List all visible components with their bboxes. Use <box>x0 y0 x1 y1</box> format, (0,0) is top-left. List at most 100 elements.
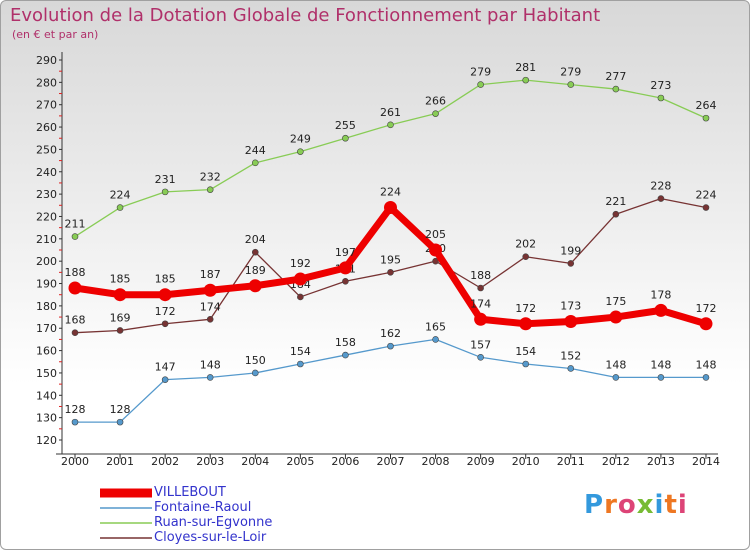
data-point-fontaine-raoul <box>567 365 575 372</box>
data-label-villebout: 178 <box>650 288 671 301</box>
data-label-fontaine-raoul: 148 <box>695 358 716 371</box>
data-label-ruan-sur-egvonne: 273 <box>650 79 671 92</box>
data-point-villebout <box>293 272 307 286</box>
data-label-fontaine-raoul: 147 <box>155 361 176 374</box>
data-point-villebout <box>654 303 668 317</box>
data-label-fontaine-raoul: 154 <box>290 345 311 358</box>
data-label-cloyes-sur-le-loir: 169 <box>110 311 131 324</box>
data-point-ruan-sur-egvonne <box>657 94 665 102</box>
data-point-cloyes-sur-le-loir <box>342 277 349 285</box>
y-tick-label: 210 <box>36 233 57 246</box>
data-point-villebout <box>429 243 443 257</box>
data-point-cloyes-sur-le-loir <box>206 315 214 323</box>
data-point-fontaine-raoul <box>522 360 530 368</box>
data-label-cloyes-sur-le-loir: 228 <box>650 180 671 193</box>
data-label-ruan-sur-egvonne: 244 <box>245 144 266 157</box>
y-tick-label: 160 <box>36 345 57 358</box>
x-tick-label: 2012 <box>602 455 630 468</box>
data-label-fontaine-raoul: 128 <box>110 403 131 416</box>
x-tick-label: 2002 <box>151 455 179 468</box>
data-label-ruan-sur-egvonne: 224 <box>110 189 131 202</box>
data-point-ruan-sur-egvonne <box>612 85 620 93</box>
data-point-villebout <box>474 312 488 326</box>
data-label-ruan-sur-egvonne: 266 <box>425 95 446 108</box>
data-label-ruan-sur-egvonne: 249 <box>290 133 311 146</box>
x-tick-label: 2003 <box>196 455 224 468</box>
data-label-villebout: 197 <box>335 246 356 259</box>
chart-title: Evolution de la Dotation Globale de Fonc… <box>10 5 601 26</box>
y-tick-label: 120 <box>36 434 57 447</box>
data-point-villebout <box>338 261 352 275</box>
data-point-ruan-sur-egvonne <box>71 233 79 240</box>
y-tick-label: 290 <box>36 54 57 67</box>
x-tick-label: 2004 <box>241 455 269 468</box>
data-label-cloyes-sur-le-loir: 224 <box>695 189 716 202</box>
data-point-villebout <box>609 310 623 324</box>
data-label-villebout: 187 <box>200 268 221 281</box>
y-tick-label: 200 <box>36 255 57 268</box>
data-point-villebout <box>113 288 127 302</box>
data-label-fontaine-raoul: 165 <box>425 320 446 333</box>
data-label-cloyes-sur-le-loir: 188 <box>470 269 491 282</box>
data-point-villebout <box>564 315 578 329</box>
data-point-cloyes-sur-le-loir <box>297 293 304 301</box>
data-label-villebout: 174 <box>470 297 491 310</box>
data-point-villebout <box>383 201 397 215</box>
data-label-cloyes-sur-le-loir: 168 <box>65 314 86 327</box>
data-label-ruan-sur-egvonne: 232 <box>200 171 221 184</box>
data-point-villebout <box>248 279 262 293</box>
data-label-villebout: 185 <box>110 273 131 286</box>
data-label-fontaine-raoul: 148 <box>650 358 671 371</box>
data-label-ruan-sur-egvonne: 261 <box>380 106 401 119</box>
chart-subtitle: (en € et par an) <box>12 28 99 41</box>
data-point-ruan-sur-egvonne <box>522 76 530 84</box>
logo-letter: o <box>617 490 637 520</box>
data-label-villebout: 205 <box>425 228 446 241</box>
data-point-villebout <box>203 283 217 297</box>
data-label-ruan-sur-egvonne: 264 <box>695 99 716 112</box>
data-point-cloyes-sur-le-loir <box>432 257 439 265</box>
series-line-fontaine-raoul <box>75 338 706 423</box>
x-tick-label: 2009 <box>467 455 495 468</box>
data-point-ruan-sur-egvonne <box>387 121 394 129</box>
data-point-ruan-sur-egvonne <box>297 148 304 155</box>
data-point-cloyes-sur-le-loir <box>522 253 530 261</box>
x-tick-label: 2014 <box>692 455 720 468</box>
y-tick-label: 240 <box>36 166 57 179</box>
data-label-villebout: 224 <box>380 186 401 199</box>
x-tick-label: 2010 <box>512 455 540 468</box>
logo-letter: i <box>654 490 665 520</box>
data-label-ruan-sur-egvonne: 279 <box>470 66 491 79</box>
data-point-fontaine-raoul <box>657 374 665 381</box>
data-point-fontaine-raoul <box>206 374 214 381</box>
logo-letter: r <box>604 490 618 520</box>
y-tick-label: 230 <box>36 188 57 201</box>
data-point-fontaine-raoul <box>432 336 439 343</box>
data-label-villebout: 173 <box>560 300 581 313</box>
x-tick-label: 2007 <box>376 455 404 468</box>
logo-letter: P <box>584 490 605 520</box>
data-point-fontaine-raoul <box>702 374 710 381</box>
logo-letter: x <box>636 490 655 520</box>
y-tick-label: 130 <box>36 412 57 425</box>
data-label-cloyes-sur-le-loir: 174 <box>200 300 221 313</box>
data-point-cloyes-sur-le-loir <box>116 327 124 334</box>
data-point-ruan-sur-egvonne <box>477 81 484 88</box>
y-tick-label: 220 <box>36 210 57 223</box>
data-label-cloyes-sur-le-loir: 204 <box>245 233 266 246</box>
data-point-fontaine-raoul <box>387 342 394 350</box>
y-tick-label: 260 <box>36 121 57 134</box>
data-label-villebout: 192 <box>290 257 311 270</box>
data-point-ruan-sur-egvonne <box>567 81 575 88</box>
data-point-fontaine-raoul <box>477 353 484 361</box>
legend-label-villebout: VILLEBOUT <box>154 485 226 500</box>
x-tick-label: 2006 <box>331 455 359 468</box>
legend-label-ruan-sur-egvonne: Ruan-sur-Egvonne <box>154 515 273 530</box>
data-label-fontaine-raoul: 162 <box>380 327 401 340</box>
data-point-cloyes-sur-le-loir <box>161 320 169 328</box>
data-label-ruan-sur-egvonne: 279 <box>560 66 581 79</box>
data-point-villebout <box>519 317 533 331</box>
data-point-cloyes-sur-le-loir <box>387 269 394 276</box>
data-label-cloyes-sur-le-loir: 221 <box>605 195 626 208</box>
